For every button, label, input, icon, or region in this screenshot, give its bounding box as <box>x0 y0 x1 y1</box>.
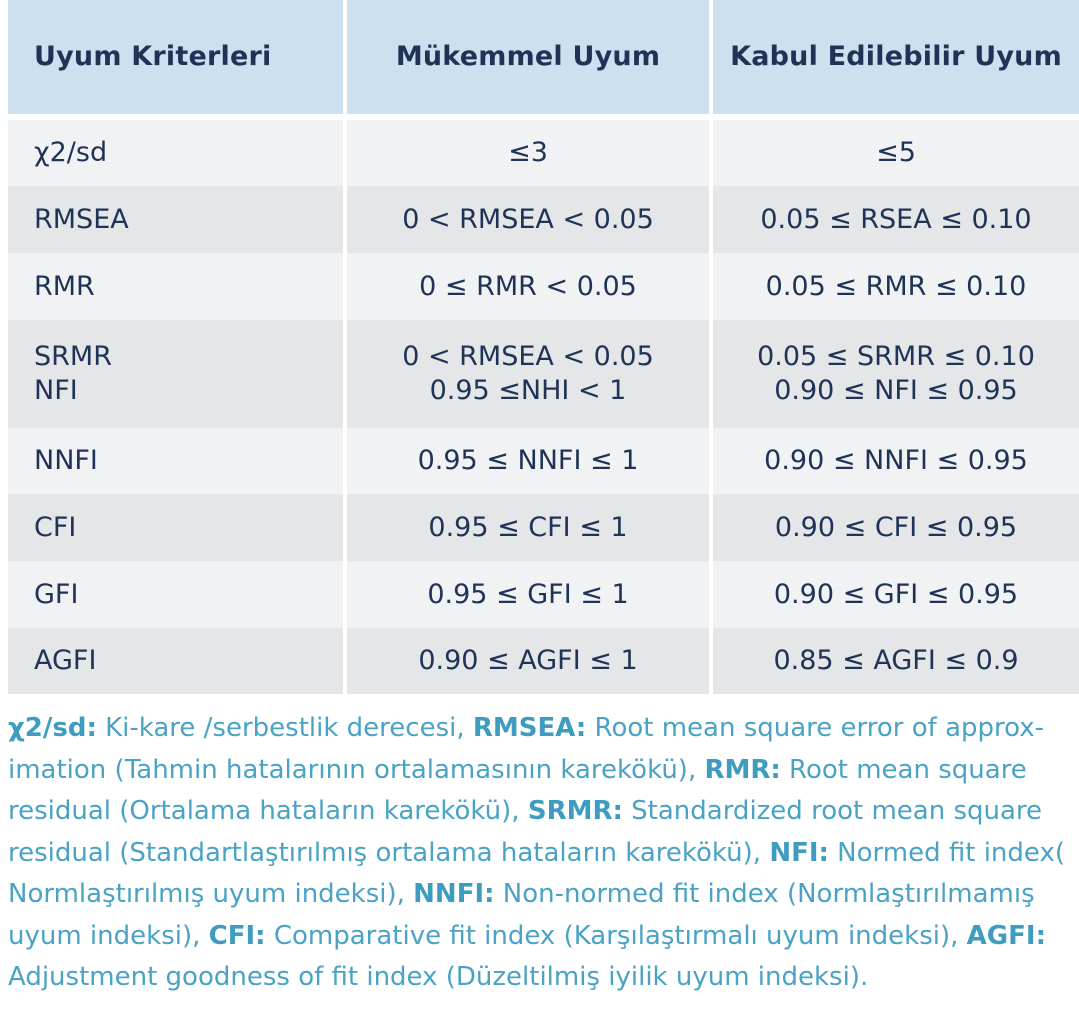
table-row: AGFI 0.90 ≤ AGFI ≤ 1 0.85 ≤ AGFI ≤ 0.9 <box>8 628 1079 694</box>
perfect-fit-value: 0.95 ≤NHI < 1 <box>429 375 627 406</box>
header-perfect-fit: Mükemmel Uyum <box>343 0 711 120</box>
legend-abbr: RMSEA: <box>472 713 587 743</box>
legend-abbr: NNFI: <box>413 879 495 909</box>
legend-text: Root mean square error of approx-imation… <box>8 713 1045 785</box>
table-row: RMR 0 ≤ RMR < 0.05 0.05 ≤ RMR ≤ 0.10 <box>8 253 1079 320</box>
criterion-cell: χ2/sd <box>8 117 345 186</box>
acceptable-fit-cell: ≤5 <box>709 117 1079 186</box>
criterion-cell: RMSEA <box>8 186 345 253</box>
acceptable-fit-cell: 0.05 ≤ RSEA ≤ 0.10 <box>709 186 1079 253</box>
legend-abbr: CFI: <box>208 920 266 951</box>
table-row: GFI 0.95 ≤ GFI ≤ 1 0.90 ≤ GFI ≤ 0.95 <box>8 561 1079 628</box>
legend-text: Non-normed fit index (Normlaştırılmamış … <box>8 879 1035 951</box>
criterion-text: NNFI <box>34 445 98 476</box>
acceptable-fit-cell: 0.90 ≤ CFI ≤ 0.95 <box>709 494 1079 561</box>
legend-text: Root mean square residual (Ortalama hata… <box>8 754 1027 827</box>
acceptable-fit-value: 0.85 ≤ AGFI ≤ 0.9 <box>773 645 1019 676</box>
acceptable-fit-value: 0.90 ≤ GFI ≤ 0.95 <box>773 578 1019 610</box>
criterion-text: NFI <box>34 375 78 406</box>
legend-abbr: AGFI: <box>966 920 1046 951</box>
criterion-text: GFI <box>34 578 79 610</box>
perfect-fit-cell: ≤3 <box>343 117 711 186</box>
legend-abbr: χ2/sd: <box>8 713 97 743</box>
table-row: CFI 0.95 ≤ CFI ≤ 1 0.90 ≤ CFI ≤ 0.95 <box>8 494 1079 561</box>
perfect-fit-value: 0 ≤ RMR < 0.05 <box>419 270 637 302</box>
table-row: SRMR NFI 0 < RMSEA < 0.05 0.95 ≤NHI < 1 … <box>8 320 1079 428</box>
legend-text: Adjustment goodness of fit index (Düzelt… <box>8 962 869 992</box>
criterion-text: χ2/sd <box>34 137 108 168</box>
perfect-fit-cell: 0.95 ≤ NNFI ≤ 1 <box>343 428 711 494</box>
perfect-fit-cell: 0.95 ≤ CFI ≤ 1 <box>343 494 711 561</box>
perfect-fit-cell: 0 < RMSEA < 0.05 0.95 ≤NHI < 1 <box>343 320 711 428</box>
abbreviation-legend: χ2/sd: Ki-kare /serbestlik derecesi, RMS… <box>8 708 1072 999</box>
header-acceptable-fit: Kabul Edilebilir Uyum <box>709 0 1079 120</box>
legend-abbr: NFI: <box>769 837 829 868</box>
acceptable-fit-value: 0.90 ≤ CFI ≤ 0.95 <box>774 511 1018 543</box>
acceptable-fit-cell: 0.90 ≤ GFI ≤ 0.95 <box>709 561 1079 628</box>
legend-text: Ki-kare /serbestlik derecesi, <box>96 713 473 743</box>
legend-text: Normed fit index( Normlaştırılmış uyum i… <box>8 837 1065 910</box>
acceptable-fit-cell: 0.05 ≤ SRMR ≤ 0.10 0.90 ≤ NFI ≤ 0.95 <box>709 320 1079 428</box>
criterion-text: CFI <box>34 511 77 543</box>
perfect-fit-cell: 0.90 ≤ AGFI ≤ 1 <box>343 628 711 694</box>
perfect-fit-cell: 0.95 ≤ GFI ≤ 1 <box>343 561 711 628</box>
table-row: RMSEA 0 < RMSEA < 0.05 0.05 ≤ RSEA ≤ 0.1… <box>8 186 1079 253</box>
criterion-cell: CFI <box>8 494 345 561</box>
criterion-cell: AGFI <box>8 628 345 694</box>
legend-abbr: RMR: <box>704 754 781 785</box>
perfect-fit-value: 0 < RMSEA < 0.05 <box>402 203 654 235</box>
legend-abbr: SRMR: <box>527 796 623 826</box>
acceptable-fit-value: 0.05 ≤ RMR ≤ 0.10 <box>765 270 1027 302</box>
fit-criteria-table: Uyum Kriterleri Mükemmel Uyum Kabul Edil… <box>8 0 1079 694</box>
perfect-fit-value: ≤3 <box>508 137 548 168</box>
perfect-fit-value: 0 < RMSEA < 0.05 <box>402 341 654 372</box>
acceptable-fit-value: ≤5 <box>876 137 916 168</box>
acceptable-fit-value: 0.90 ≤ NFI ≤ 0.95 <box>774 375 1018 406</box>
acceptable-fit-value: 0.90 ≤ NNFI ≤ 0.95 <box>764 445 1028 476</box>
header-criteria: Uyum Kriterleri <box>8 0 345 120</box>
table-header: Uyum Kriterleri Mükemmel Uyum Kabul Edil… <box>8 0 1079 120</box>
acceptable-fit-value: 0.05 ≤ SRMR ≤ 0.10 <box>757 341 1035 372</box>
header-row: Uyum Kriterleri Mükemmel Uyum Kabul Edil… <box>8 0 1079 120</box>
table-row: χ2/sd ≤3 ≤5 <box>8 117 1079 186</box>
table-body: χ2/sd ≤3 ≤5 RMSEA 0 < RMSEA < 0.05 0.05 … <box>8 117 1079 694</box>
acceptable-fit-cell: 0.85 ≤ AGFI ≤ 0.9 <box>709 628 1079 694</box>
acceptable-fit-cell: 0.05 ≤ RMR ≤ 0.10 <box>709 253 1079 320</box>
perfect-fit-value: 0.90 ≤ AGFI ≤ 1 <box>418 645 638 676</box>
criterion-text: RMR <box>34 270 95 302</box>
criterion-text: RMSEA <box>34 203 129 235</box>
criterion-cell: SRMR NFI <box>8 320 345 428</box>
table-row: NNFI 0.95 ≤ NNFI ≤ 1 0.90 ≤ NNFI ≤ 0.95 <box>8 428 1079 494</box>
legend-text: Standardized root mean square residual (… <box>8 796 1043 868</box>
criterion-text: AGFI <box>34 645 97 676</box>
criterion-cell: RMR <box>8 253 345 320</box>
criterion-cell: NNFI <box>8 428 345 494</box>
acceptable-fit-value: 0.05 ≤ RSEA ≤ 0.10 <box>760 203 1032 235</box>
criterion-cell: GFI <box>8 561 345 628</box>
perfect-fit-value: 0.95 ≤ NNFI ≤ 1 <box>417 445 639 476</box>
acceptable-fit-cell: 0.90 ≤ NNFI ≤ 0.95 <box>709 428 1079 494</box>
perfect-fit-value: 0.95 ≤ CFI ≤ 1 <box>428 511 628 543</box>
legend-text: Comparative fit index (Karşılaştırmalı u… <box>265 920 967 951</box>
perfect-fit-cell: 0 ≤ RMR < 0.05 <box>343 253 711 320</box>
perfect-fit-value: 0.95 ≤ GFI ≤ 1 <box>427 578 629 610</box>
criterion-text: SRMR <box>34 341 112 372</box>
perfect-fit-cell: 0 < RMSEA < 0.05 <box>343 186 711 253</box>
